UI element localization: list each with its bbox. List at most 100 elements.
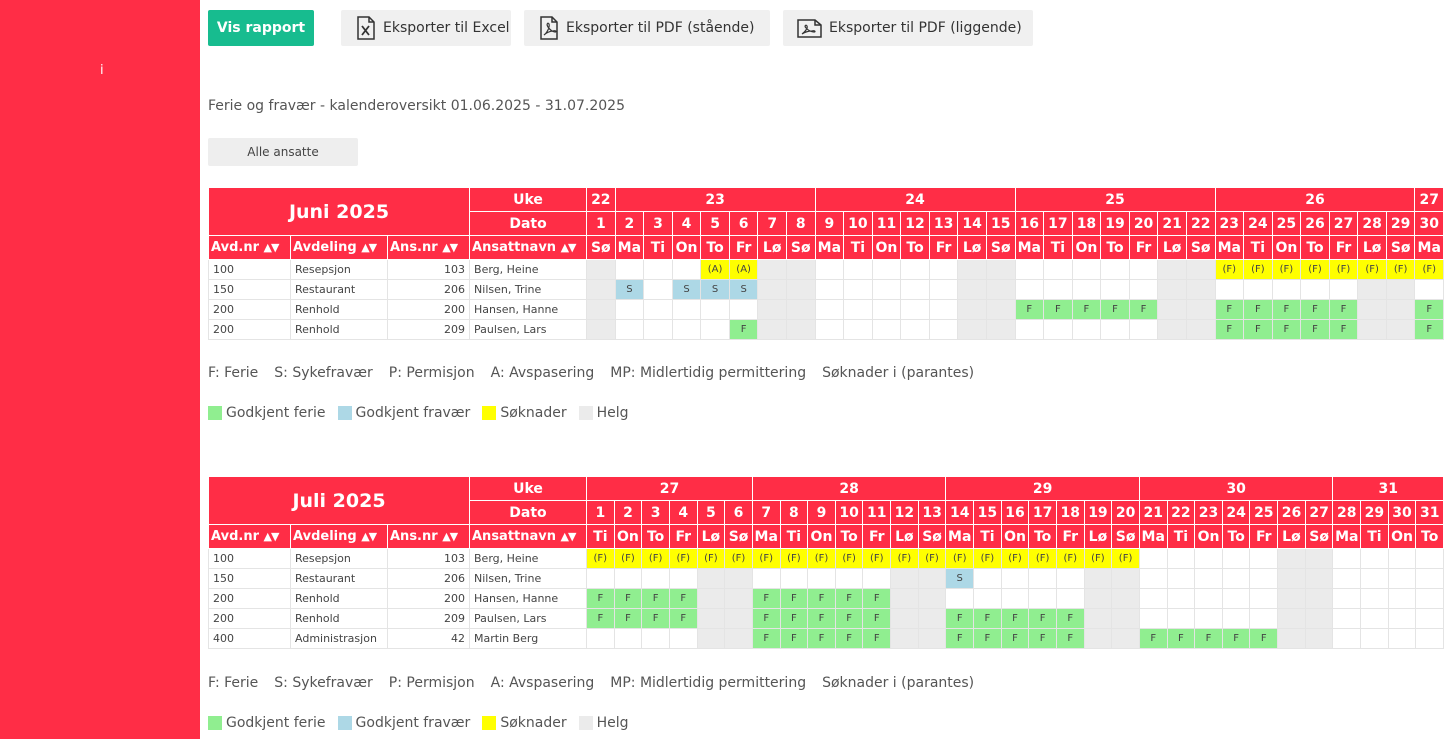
table-row: 100 Resepsjon 103 Berg, Heine (F) (F) (F) (F) (F… (208, 548, 1445, 569)
day-cell (641, 568, 670, 589)
day-cell (1100, 259, 1130, 280)
day-cell (1185, 299, 1216, 320)
day-cell: F (807, 628, 836, 649)
export-pdf-landscape-button[interactable]: Eksporter til PDF (liggende) (783, 10, 1033, 46)
emp-no-cell: 206 (387, 568, 470, 589)
sidebar-mark: i (100, 63, 104, 78)
sort-arrows-icon[interactable]: ▲▼ (560, 530, 577, 543)
day-cell (871, 259, 902, 280)
dept-no-cell: 200 (208, 608, 291, 629)
column-header-row: Avd.nr ▲▼ Avdeling ▲▼ Ans.nr ▲▼ Ansattnavn … (208, 235, 1445, 260)
weekday-name: Sø (586, 235, 616, 260)
day-number: 29 (1385, 211, 1416, 236)
legend-swatch (482, 716, 497, 730)
day-cell: F (807, 588, 836, 609)
day-cell: (F) (917, 548, 947, 569)
weekday-name: Ma (814, 235, 845, 260)
day-cell (1055, 588, 1085, 609)
export-pdf-portrait-button[interactable]: Eksporter til PDF (stående) (524, 10, 770, 46)
day-cell: F (807, 608, 836, 629)
column-header-dept-no[interactable]: Avd.nr ▲▼ (208, 235, 291, 260)
weekday-name: To (1415, 524, 1445, 549)
column-header-label: Ansattnavn (472, 240, 557, 255)
weekday-name: To (1221, 524, 1251, 549)
day-number: 2 (614, 211, 645, 236)
dept-no-cell: 200 (208, 588, 291, 609)
sort-arrows-icon[interactable]: ▲▼ (442, 530, 458, 543)
day-cell (1111, 568, 1140, 589)
column-header-dept[interactable]: Avdeling ▲▼ (290, 235, 388, 260)
sort-arrows-icon[interactable]: ▲▼ (560, 241, 577, 254)
legend-color-item: Søknader (482, 405, 567, 421)
day-cell (1332, 568, 1362, 589)
column-header-label: Avdeling (293, 529, 357, 544)
sort-arrows-icon[interactable]: ▲▼ (263, 241, 280, 254)
column-header-label: Ans.nr (390, 240, 438, 255)
all-employees-filter-button[interactable]: Alle ansatte (208, 138, 358, 166)
legend-code-item: P: Permisjon (388, 365, 475, 381)
weekday-name: Ma (1138, 524, 1168, 549)
show-report-button[interactable]: Vis rapport (208, 10, 314, 46)
day-cell (1043, 279, 1073, 300)
day-cell (1385, 319, 1416, 340)
day-number: 22 (1166, 500, 1196, 525)
day-cell (1138, 548, 1168, 569)
emp-name-cell: Berg, Heine (469, 548, 587, 569)
weekday-name: Fr (1128, 235, 1159, 260)
column-header-emp-name[interactable]: Ansattnavn ▲▼ (469, 524, 587, 549)
weekday-name: Fr (928, 235, 959, 260)
day-cell (1387, 608, 1417, 629)
day-cell: (F) (1385, 259, 1416, 280)
day-cell (1332, 588, 1362, 609)
day-number: 12 (890, 500, 919, 525)
day-cell: (F) (586, 548, 615, 569)
dept-cell: Restaurant (290, 279, 388, 300)
day-cell (1332, 548, 1362, 569)
day-cell: F (1414, 319, 1445, 340)
day-cell (1071, 279, 1102, 300)
calendar-table-june: Juni 2025 Uke 22 23 24 25 26 27 Dato 1 2 3 4 5 6 7 8 9 10 1… (207, 187, 1445, 340)
legend-code-item: A: Avspasering (490, 365, 595, 381)
column-header-dept[interactable]: Avdeling ▲▼ (290, 524, 388, 549)
legend-color-label: Godkjent ferie (226, 405, 326, 421)
sort-arrows-icon[interactable]: ▲▼ (263, 530, 280, 543)
emp-no-cell: 209 (386, 319, 471, 340)
sort-arrows-icon[interactable]: ▲▼ (361, 530, 377, 543)
day-number: 10 (834, 500, 864, 525)
day-cell: F (1271, 319, 1302, 340)
day-cell: (F) (890, 548, 919, 569)
column-header-dept-no[interactable]: Avd.nr ▲▼ (208, 524, 291, 549)
day-cell: F (1300, 299, 1330, 320)
day-cell: F (1043, 299, 1073, 320)
day-cell: F (751, 588, 781, 609)
dept-cell: Resepsjon (290, 259, 388, 280)
day-cell: F (1000, 628, 1030, 649)
column-header-emp-no[interactable]: Ans.nr ▲▼ (386, 235, 471, 260)
day-cell (779, 568, 809, 589)
emp-name-cell: Hansen, Hanne (469, 299, 588, 320)
sort-arrows-icon[interactable]: ▲▼ (361, 241, 377, 254)
weekday-name: On (1387, 524, 1417, 549)
day-cell (900, 279, 930, 300)
day-cell (1277, 588, 1306, 609)
column-header-emp-no[interactable]: Ans.nr ▲▼ (387, 524, 470, 549)
weekday-name: Sø (724, 524, 753, 549)
day-cell (945, 588, 975, 609)
day-number: 5 (696, 500, 726, 525)
legend-color-item: Godkjent ferie (208, 715, 326, 731)
sort-arrows-icon[interactable]: ▲▼ (442, 241, 458, 254)
day-cell (751, 568, 781, 589)
weekday-name: On (1071, 235, 1102, 260)
weekday-name: Ma (1014, 235, 1045, 260)
day-cell (1221, 588, 1251, 609)
day-cell (586, 259, 616, 280)
day-cell (1083, 588, 1113, 609)
day-cell: F (779, 628, 809, 649)
day-cell (1271, 279, 1302, 300)
day-number: 3 (641, 500, 670, 525)
column-header-emp-name[interactable]: Ansattnavn ▲▼ (469, 235, 588, 260)
day-number: 27 (1304, 500, 1334, 525)
day-number: 11 (862, 500, 892, 525)
export-excel-button[interactable]: Eksporter til Excel (341, 10, 511, 46)
legend-code-item: P: Permisjon (388, 675, 475, 691)
